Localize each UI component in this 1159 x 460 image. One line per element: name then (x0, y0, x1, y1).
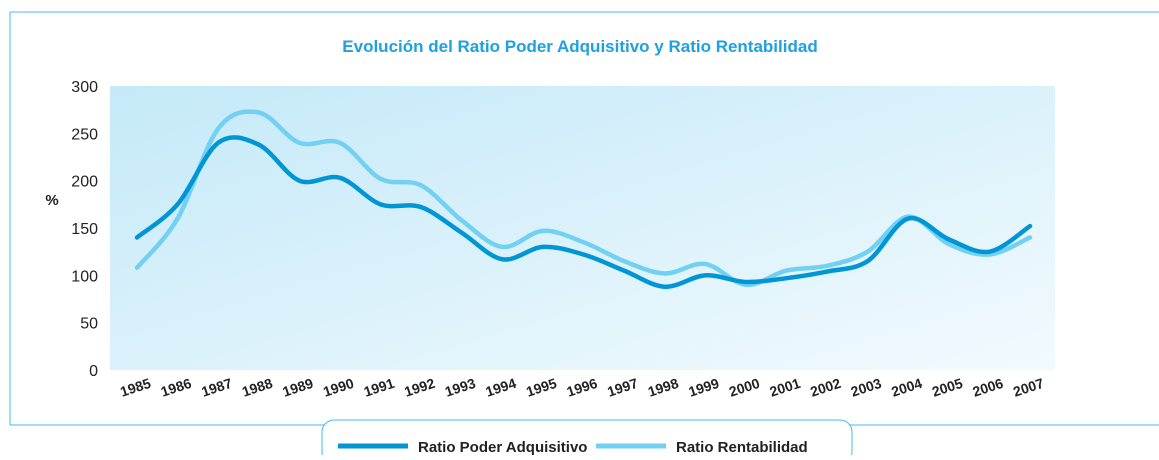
chart-title: Evolución del Ratio Poder Adquisitivo y … (342, 37, 817, 56)
x-tick-label: 1998 (646, 375, 681, 400)
x-tick-label: 2006 (971, 375, 1006, 400)
series-line (134, 135, 1033, 289)
x-tick-label: 2000 (727, 375, 762, 400)
y-tick-label: 200 (71, 174, 98, 191)
y-tick-label: 150 (71, 221, 98, 238)
x-tick-label: 1985 (118, 375, 153, 400)
x-tick-label: 1988 (240, 375, 275, 400)
y-tick-label: 100 (71, 268, 98, 285)
x-tick-label: 2004 (889, 375, 924, 400)
x-tick-label: 1986 (159, 375, 194, 400)
legend-label: Ratio Rentabilidad (676, 439, 808, 455)
x-tick-label: 1989 (281, 375, 316, 400)
x-tick-label: 1996 (565, 375, 600, 400)
x-tick-label: 2001 (768, 375, 803, 400)
plot-area (110, 86, 1055, 370)
y-tick-label: 250 (71, 126, 98, 143)
y-tick-label: 300 (71, 79, 98, 96)
x-tick-label: 2002 (808, 375, 843, 400)
x-tick-label: 2007 (1011, 375, 1046, 400)
x-tick-label: 1990 (321, 375, 356, 400)
x-tick-label: 1991 (362, 375, 397, 400)
x-tick-label: 1987 (199, 375, 234, 400)
x-tick-label: 1993 (443, 375, 478, 400)
x-tick-label: 2003 (849, 375, 884, 400)
legend-label: Ratio Poder Adquisitivo (418, 439, 587, 455)
y-tick-label: 0 (89, 363, 98, 380)
x-tick-label: 2005 (930, 375, 965, 400)
legend-box (321, 419, 853, 460)
x-tick-label: 1995 (524, 375, 559, 400)
y-axis-label: % (45, 192, 58, 209)
x-tick-label: 1992 (402, 375, 437, 400)
x-tick-label: 1997 (605, 375, 640, 400)
y-tick-label: 50 (80, 316, 98, 333)
series-line (134, 109, 1033, 288)
x-tick-label: 1994 (483, 375, 518, 400)
x-tick-label: 1999 (686, 375, 721, 400)
